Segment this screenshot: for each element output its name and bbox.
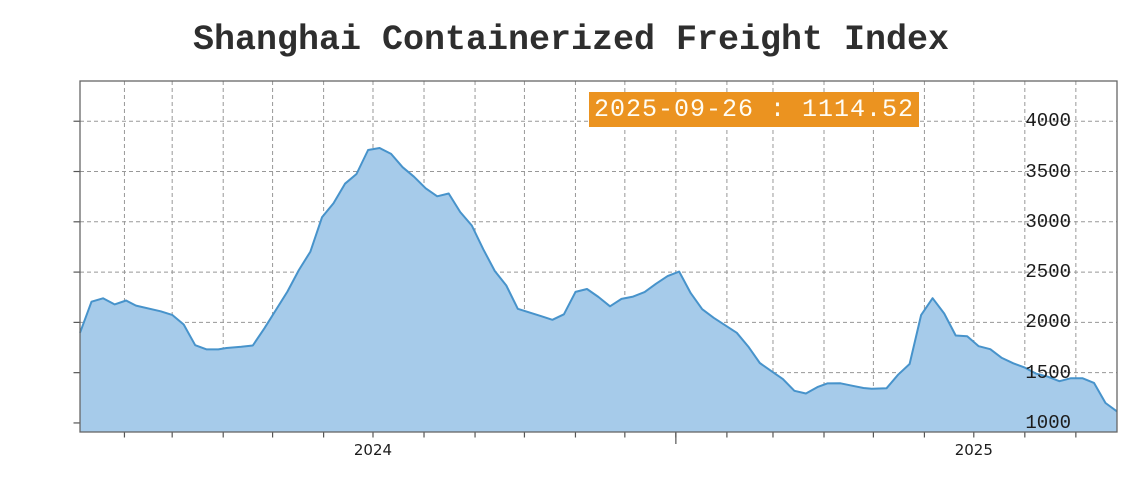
annotation-badge: 2025-09-26 : 1114.52 xyxy=(589,92,919,127)
x-axis-year-label: 2024 xyxy=(353,441,393,459)
y-axis-tick-label: 4000 xyxy=(1025,110,1071,133)
plot-border xyxy=(79,80,1118,433)
chart-title: Shanghai Containerized Freight Index xyxy=(192,20,950,60)
y-axis-tick-label: 1000 xyxy=(1025,411,1071,434)
scfi-area-series xyxy=(80,148,1117,432)
y-axis-tick-label: 2000 xyxy=(1025,311,1071,334)
x-axis-year-label: 2025 xyxy=(954,441,993,459)
y-axis-tick-label: 3000 xyxy=(1025,210,1071,233)
scfi-line-series xyxy=(79,147,1118,413)
y-axis-tick-label: 1500 xyxy=(1025,361,1071,384)
y-axis-tick-label: 2500 xyxy=(1025,261,1071,284)
y-axis-tick-label: 3500 xyxy=(1025,160,1071,183)
